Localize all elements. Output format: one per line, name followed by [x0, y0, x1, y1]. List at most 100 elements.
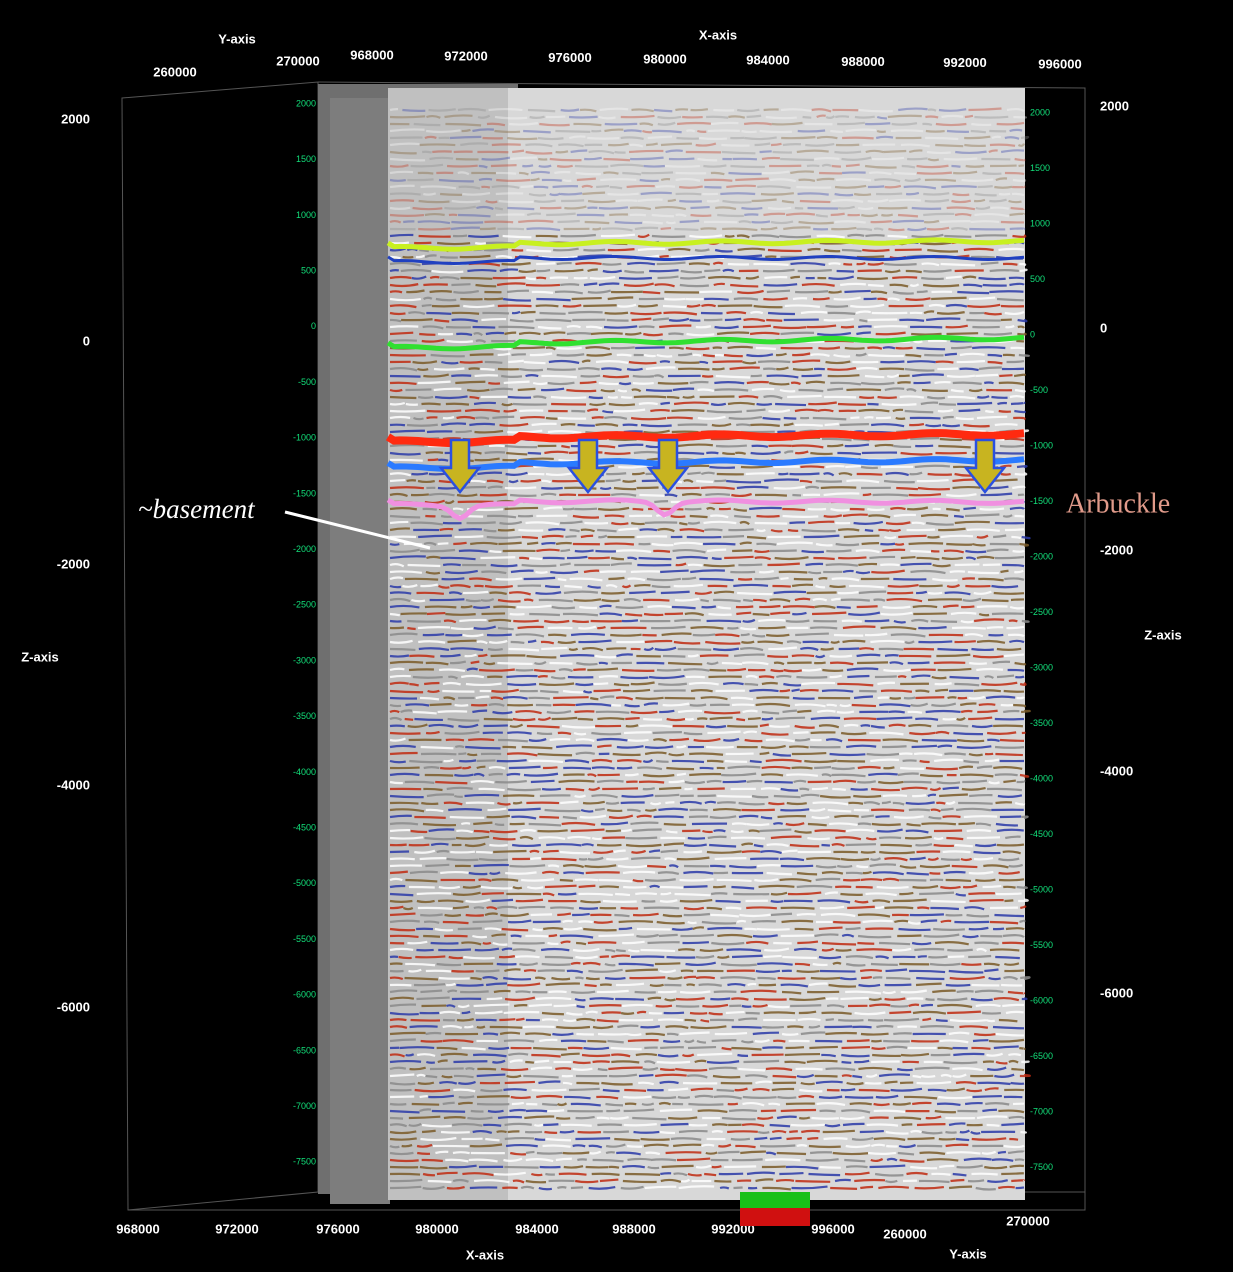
reflector	[816, 234, 845, 239]
reflector	[754, 1038, 770, 1043]
reflector	[418, 647, 450, 652]
reflector	[541, 787, 562, 791]
reflector	[576, 941, 587, 946]
reflector	[964, 513, 1000, 518]
reflector	[426, 311, 452, 315]
reflector	[777, 430, 796, 434]
reflector	[608, 402, 636, 407]
reflector	[491, 184, 520, 189]
reflector	[711, 1039, 737, 1043]
reflector	[544, 884, 577, 889]
reflector	[604, 962, 616, 967]
reflector	[774, 556, 809, 561]
reflector	[436, 849, 450, 854]
reflector	[389, 870, 408, 875]
reflector	[878, 780, 904, 785]
reflector	[921, 1130, 943, 1135]
reflector	[992, 1025, 1025, 1030]
reflector	[812, 801, 849, 806]
reflector	[956, 745, 992, 749]
reflector	[472, 709, 488, 714]
reflector	[541, 387, 565, 392]
reflector	[1002, 850, 1021, 855]
reflector	[562, 304, 582, 308]
reflector	[545, 1172, 555, 1176]
reflector	[945, 303, 968, 308]
reflector	[389, 486, 425, 490]
reflector	[676, 744, 687, 749]
reflector	[730, 283, 759, 288]
reflector	[878, 206, 908, 210]
reflector	[920, 513, 949, 518]
reflector	[912, 1101, 932, 1106]
reflector	[555, 129, 591, 134]
reflector	[937, 1046, 953, 1050]
reflector	[588, 395, 603, 400]
axis-label: -6000	[293, 990, 316, 1000]
reflector	[479, 493, 507, 497]
reflector	[539, 1038, 558, 1043]
reflector	[800, 1081, 815, 1086]
reflector	[968, 752, 983, 757]
reflector	[638, 1073, 654, 1078]
reflector	[731, 492, 752, 498]
reflector	[837, 205, 855, 210]
reflector	[893, 1032, 912, 1036]
reflector	[429, 156, 454, 161]
reflector	[427, 1179, 452, 1184]
reflector	[545, 416, 558, 420]
reflector	[927, 248, 959, 253]
reflector	[846, 1081, 864, 1086]
reflector	[420, 185, 457, 190]
reflector	[389, 108, 399, 112]
reflector	[764, 275, 788, 280]
reflector	[758, 618, 786, 623]
reflector	[1002, 514, 1013, 518]
reflector	[644, 808, 657, 812]
reflector	[454, 703, 469, 707]
reflector	[763, 1011, 796, 1015]
reflector	[389, 639, 413, 644]
reflector	[489, 829, 518, 834]
reflector	[884, 1080, 898, 1085]
reflector	[389, 814, 412, 819]
reflector	[651, 584, 671, 589]
reflector	[671, 605, 696, 610]
reflector	[562, 1151, 590, 1155]
reflector	[541, 534, 564, 539]
reflector	[597, 528, 617, 533]
reflector	[925, 115, 939, 119]
reflector	[964, 143, 986, 148]
reflector	[731, 1158, 763, 1162]
reflector	[713, 598, 741, 603]
reflector	[574, 878, 599, 882]
reflector	[443, 1116, 466, 1120]
reflector	[525, 1032, 552, 1037]
reflector	[904, 640, 915, 645]
reflector	[584, 220, 610, 225]
reflector	[452, 905, 470, 910]
reflector	[430, 941, 459, 945]
reflector	[904, 409, 934, 414]
reflector	[843, 717, 877, 721]
reflector	[947, 955, 965, 959]
reflector	[422, 325, 444, 330]
reflector	[684, 717, 695, 721]
reflector	[923, 283, 960, 288]
reflector	[499, 520, 523, 525]
reflector	[504, 486, 537, 490]
reflector	[755, 346, 777, 351]
reflector	[491, 898, 514, 903]
reflector	[448, 675, 458, 680]
reflector	[496, 178, 531, 182]
reflector	[782, 709, 797, 714]
reflector	[578, 906, 599, 910]
reflector	[897, 934, 922, 938]
reflector	[726, 311, 747, 315]
reflector	[741, 842, 754, 847]
reflector	[809, 1151, 833, 1155]
reflector	[582, 690, 593, 694]
reflector	[971, 724, 993, 729]
reflector	[829, 654, 853, 658]
reflector	[845, 871, 863, 875]
